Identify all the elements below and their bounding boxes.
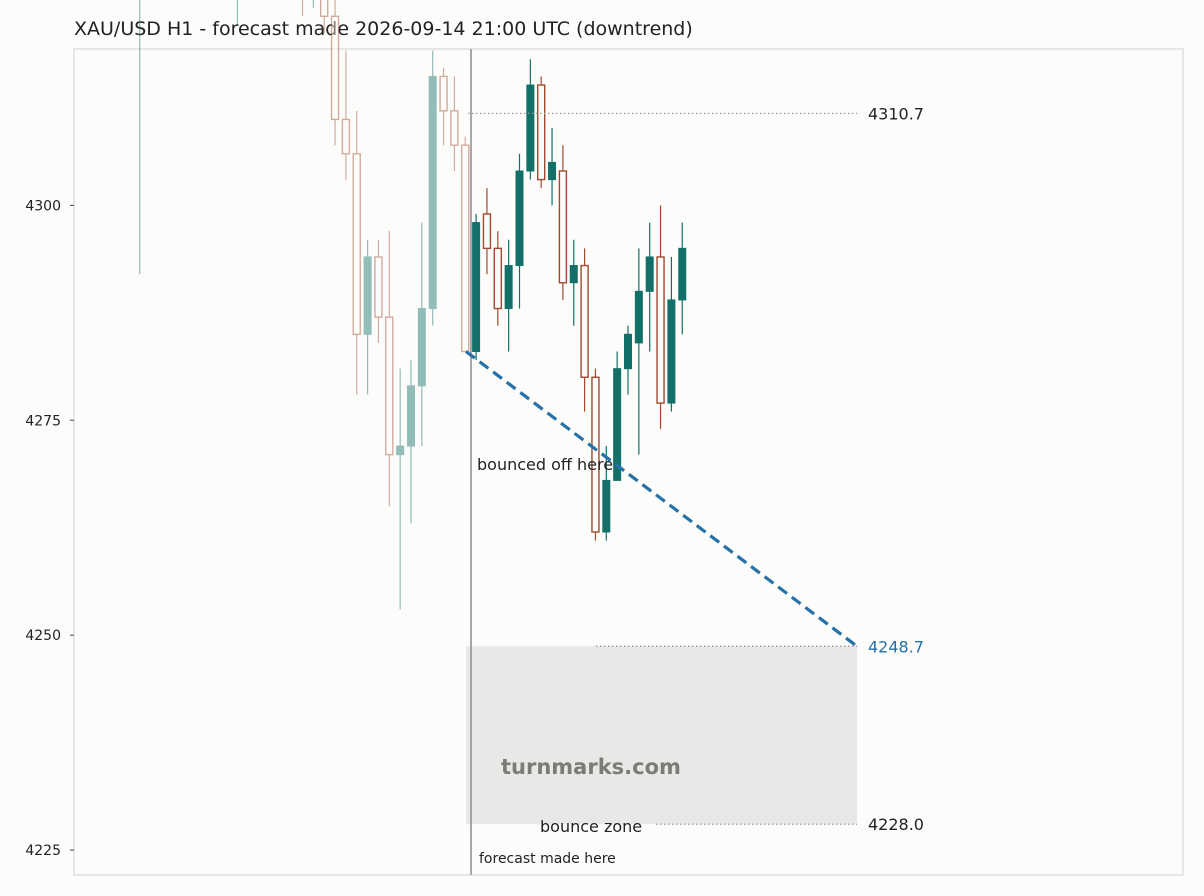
bounce-annotation: bounced off here [477, 455, 613, 474]
candle-body [548, 161, 557, 181]
level-label-bounce-level: 4310.7 [868, 104, 924, 123]
level-label-target-level: 4248.7 [868, 637, 924, 656]
candle-body [417, 308, 426, 387]
bull-candle [472, 213, 481, 361]
bull-candle [504, 239, 513, 352]
bear-candle [320, 0, 329, 34]
bear-candle [580, 248, 589, 412]
candle-body [591, 376, 600, 533]
bull-candle [569, 239, 578, 326]
candle-body [580, 264, 589, 378]
candle-body [678, 247, 687, 301]
candle-body [330, 15, 340, 121]
y-tick-label: 4275 [25, 413, 61, 429]
watermark: turnmarks.com [501, 755, 681, 779]
bull-candle [548, 128, 557, 206]
candle-body [634, 290, 643, 344]
y-tick-label: 4225 [25, 843, 61, 859]
bear-candle [656, 205, 665, 429]
candle-body [461, 144, 470, 353]
bull-candle [667, 256, 676, 412]
bull-candle [396, 368, 405, 610]
bear-candle [330, 0, 340, 146]
candle-body [482, 213, 492, 250]
plot-frame [73, 48, 1184, 876]
y-tick-label: 4300 [25, 198, 61, 214]
candle-body [624, 333, 632, 370]
bull-candle [602, 446, 611, 541]
bull-candle [634, 248, 643, 455]
bear-candle [439, 67, 448, 146]
candle-body [537, 84, 546, 181]
bear-candle [558, 145, 568, 300]
bear-candle [461, 136, 470, 353]
candle-body [493, 247, 502, 310]
forecast-annotation: forecast made here [479, 851, 616, 867]
candle-body [526, 84, 535, 172]
candle-body [363, 256, 372, 335]
bear-candle [537, 76, 546, 189]
level-label-zone-low: 4228.0 [868, 815, 924, 834]
bull-candle [363, 239, 372, 395]
chart-title: XAU/USD H1 - forecast made 2026-09-14 21… [74, 18, 693, 40]
bear-candle [374, 239, 383, 343]
candle-body [558, 170, 568, 284]
candle-body [667, 299, 676, 404]
bear-candle [301, 0, 304, 17]
bull-candle [624, 325, 632, 395]
candle-body [407, 385, 415, 447]
bull-candle [613, 351, 622, 481]
candle-body [515, 170, 524, 267]
bull-candle [678, 222, 687, 335]
bull-candle [526, 59, 535, 180]
candle-body [341, 118, 351, 155]
candle-body [450, 110, 459, 146]
candle-body [504, 265, 513, 310]
bull-candle [236, 0, 238, 25]
bear-candle [482, 188, 492, 275]
candle-body [320, 0, 329, 17]
candle-body [656, 256, 665, 404]
candle-body [613, 368, 622, 481]
candle-body [428, 75, 437, 310]
bull-candle [407, 360, 415, 524]
bear-candle [352, 110, 361, 395]
candle-body [385, 316, 394, 456]
candle-body [396, 445, 405, 456]
bull-candle [428, 50, 437, 326]
candle-body [374, 256, 383, 318]
bounce-zone-label: bounce zone [540, 817, 642, 836]
candle-body [472, 222, 481, 352]
candle-body [602, 479, 611, 533]
bull-candle [417, 222, 426, 447]
bull-candle [139, 0, 141, 275]
bear-candle [493, 231, 502, 326]
forecast-line [465, 350, 858, 648]
bull-candle [515, 153, 524, 309]
bull-candle [312, 0, 314, 8]
bounce-zone [466, 646, 857, 825]
bear-candle [385, 231, 394, 507]
bear-candle [591, 368, 600, 541]
candle-body [569, 265, 578, 284]
y-tick-label: 4250 [25, 628, 61, 644]
candle-body [439, 75, 448, 112]
candle-body [645, 256, 654, 292]
bear-candle [341, 50, 351, 180]
bear-candle [450, 76, 459, 171]
bull-candle [645, 222, 654, 352]
candle-body [352, 153, 361, 335]
